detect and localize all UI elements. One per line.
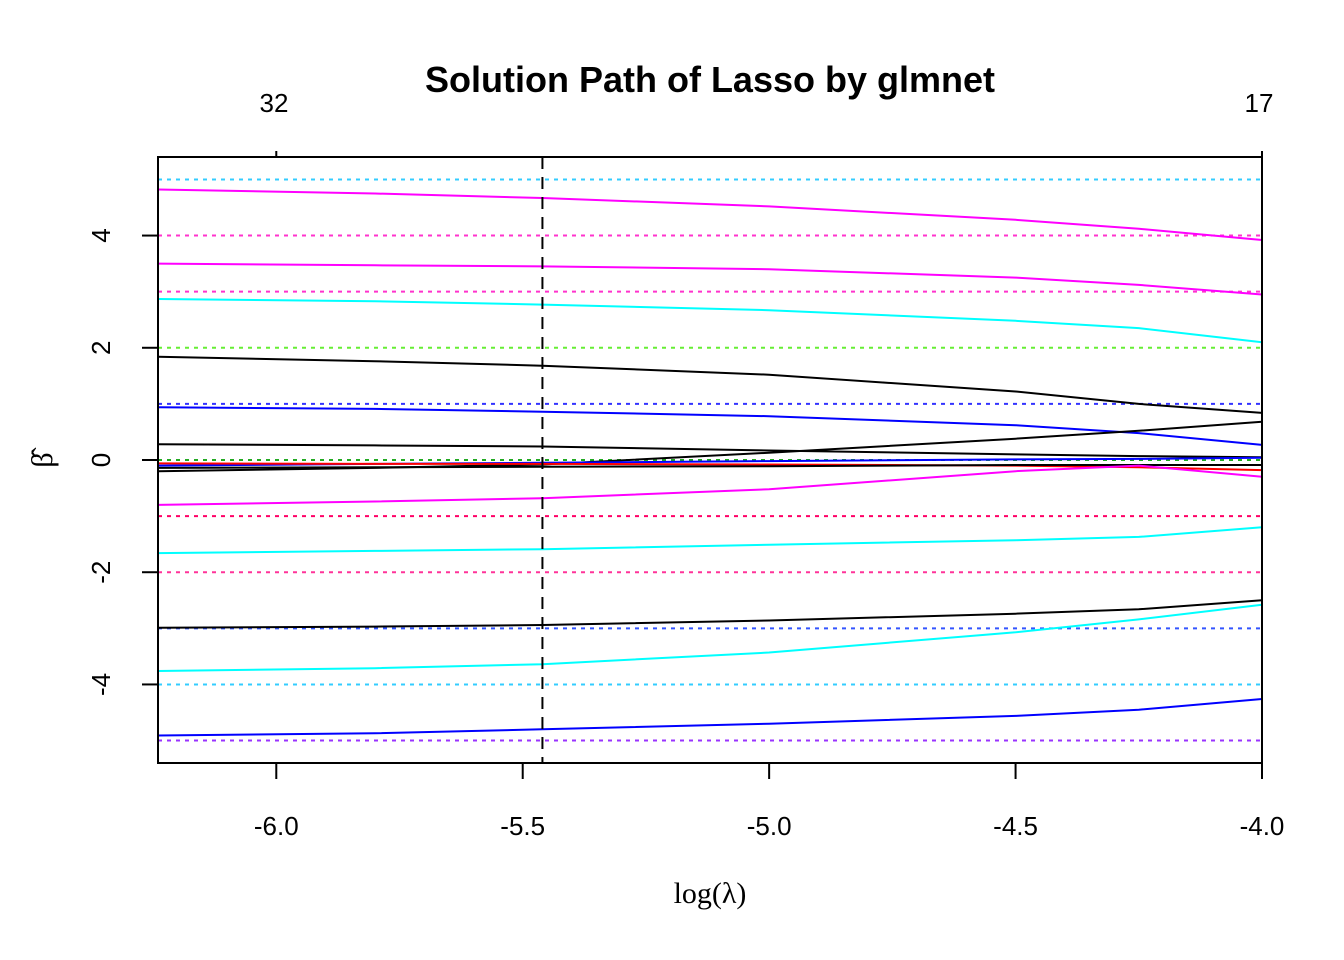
- y-tick-label-0: -4: [86, 673, 116, 696]
- reference-lines: [158, 178, 1262, 742]
- y-tick-label-4: 4: [86, 228, 116, 242]
- y-tick-label-3: 2: [86, 341, 116, 355]
- coefficient-paths: [157, 188, 1263, 737]
- x-tick-label-2: -5.0: [747, 811, 792, 841]
- x-tick-label-4: -4.0: [1240, 811, 1285, 841]
- coefficient-path-5: [157, 443, 1263, 459]
- coefficient-path-0: [157, 188, 1263, 241]
- top-tick-label-1: 17: [1245, 88, 1274, 118]
- x-tick-label-0: -6.0: [254, 811, 299, 841]
- coefficient-path-4: [157, 406, 1263, 446]
- coefficient-path-10: [157, 464, 1263, 506]
- top-tick-label-0: 32: [260, 88, 289, 118]
- coefficient-path-11: [157, 526, 1263, 555]
- x-tick-label-3: -4.5: [993, 811, 1038, 841]
- y-axis-label: β̂: [26, 447, 59, 467]
- y-tick-label-1: -2: [86, 561, 116, 584]
- chart-title: Solution Path of Lasso by glmnet: [425, 59, 995, 100]
- coefficient-path-2: [157, 298, 1263, 344]
- coefficient-path-13: [157, 603, 1263, 672]
- coefficient-path-8: [157, 462, 1263, 472]
- coefficient-path-3: [157, 355, 1263, 414]
- x-axis-label: log(λ): [674, 877, 747, 910]
- x-axis: -6.0 -5.5 -5.0 -4.5 -4.0: [254, 763, 1285, 841]
- coefficient-path-1: [157, 262, 1263, 296]
- x-tick-label-1: -5.5: [500, 811, 545, 841]
- coefficient-path-12: [157, 599, 1263, 629]
- y-tick-label-2: 0: [86, 453, 116, 467]
- coefficient-path-14: [157, 698, 1263, 737]
- top-axis: [275, 151, 1263, 157]
- y-axis: -4 -2 0 2 4: [86, 228, 158, 696]
